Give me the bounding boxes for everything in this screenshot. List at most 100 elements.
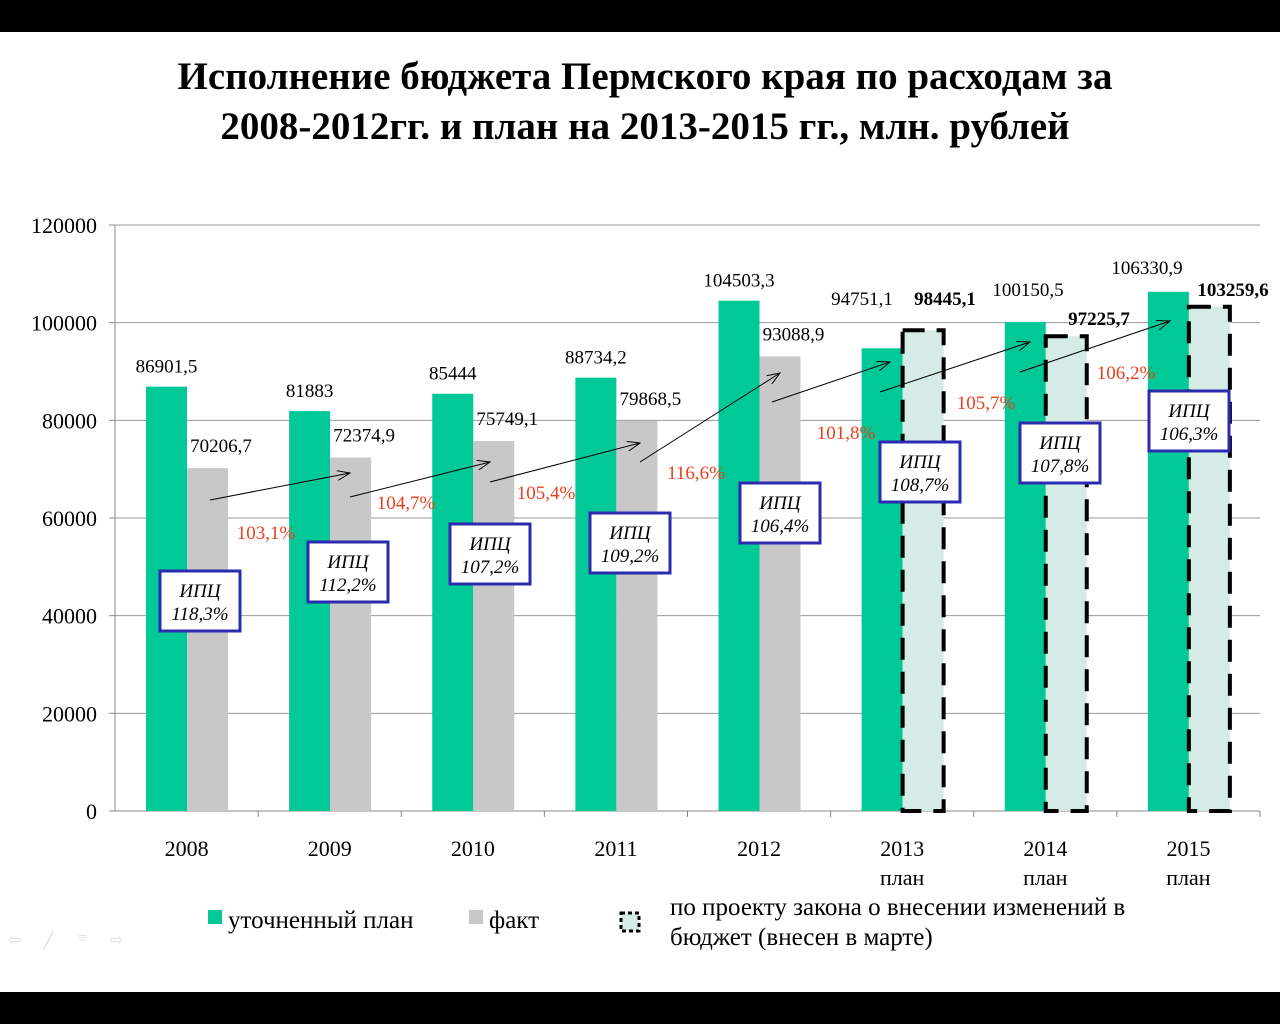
x-tick-label: 2008 bbox=[165, 836, 209, 861]
bar-plan-label: 88734,2 bbox=[565, 348, 627, 369]
growth-arrow bbox=[879, 342, 1030, 393]
growth-arrow bbox=[1019, 321, 1170, 373]
legend-label-plan: уточненный план bbox=[228, 907, 414, 934]
growth-label: 105,7% bbox=[957, 393, 1016, 414]
y-tick-label: 120000 bbox=[31, 213, 97, 238]
bar-project-label: 98445,1 bbox=[914, 289, 976, 310]
cpi-box bbox=[1147, 389, 1231, 453]
y-tick-label: 40000 bbox=[42, 604, 97, 629]
cpi-value: 106,3% bbox=[1160, 424, 1219, 445]
y-tick-label: 60000 bbox=[42, 506, 97, 531]
bar-plan bbox=[1147, 291, 1189, 812]
growth-label: 105,4% bbox=[517, 483, 576, 504]
bar-plan-label: 81883 bbox=[286, 381, 334, 402]
x-tick-label: 2015 bbox=[1166, 836, 1210, 861]
bar-fact bbox=[187, 468, 228, 811]
x-tick-label: 2013 bbox=[880, 836, 924, 861]
bar-plan-label: 86901,5 bbox=[136, 357, 198, 378]
cpi-title: ИПЦ bbox=[758, 493, 801, 514]
bar-project-label: 97225,7 bbox=[1068, 309, 1130, 330]
legend-label-fact: факт bbox=[489, 907, 539, 934]
growth-label: 106,2% bbox=[1097, 363, 1156, 384]
cpi-title: ИПЦ bbox=[898, 452, 941, 473]
x-tick-label: 2014 bbox=[1023, 836, 1067, 861]
cpi-box bbox=[448, 522, 532, 586]
chart-title: Исполнение бюджета Пермского края по рас… bbox=[0, 52, 1280, 152]
cpi-title: ИПЦ bbox=[178, 581, 221, 602]
bar-plan-label: 100150,5 bbox=[992, 280, 1063, 301]
x-tick-label: 2010 bbox=[451, 836, 495, 861]
growth-label: 116,6% bbox=[667, 463, 725, 484]
growth-label: 101,8% bbox=[817, 423, 876, 444]
y-tick-label: 100000 bbox=[31, 311, 97, 336]
cpi-value: 118,3% bbox=[171, 604, 228, 625]
bar-fact bbox=[759, 356, 801, 811]
growth-arrow bbox=[771, 362, 890, 403]
bar-plan-label: 106330,9 bbox=[1111, 258, 1182, 279]
cpi-title: ИПЦ bbox=[326, 552, 369, 573]
cpi-value: 112,2% bbox=[319, 575, 376, 596]
cpi-value: 109,2% bbox=[601, 546, 660, 567]
bar-plan bbox=[718, 300, 760, 811]
legend-swatch-project bbox=[619, 911, 641, 933]
cpi-box bbox=[1018, 421, 1102, 485]
y-tick-label: 20000 bbox=[42, 701, 97, 726]
bar-fact-label: 93088,9 bbox=[763, 324, 825, 345]
growth-arrow bbox=[349, 462, 490, 498]
growth-arrow bbox=[639, 373, 780, 463]
cpi-title: ИПЦ bbox=[468, 534, 511, 555]
bar-project bbox=[900, 328, 946, 813]
y-tick-label: 80000 bbox=[42, 408, 97, 433]
legend-label-project-line2: бюджет (внесен в марте) bbox=[670, 924, 933, 951]
cpi-title: ИПЦ bbox=[608, 523, 651, 544]
x-tick-sublabel: план bbox=[1023, 865, 1068, 890]
cpi-title: ИПЦ bbox=[1038, 433, 1081, 454]
bar-fact bbox=[330, 457, 372, 811]
bar-fact bbox=[473, 441, 515, 811]
bar-plan bbox=[432, 393, 474, 811]
x-tick-sublabel: план bbox=[1166, 865, 1211, 890]
bar-fact-label: 75749,1 bbox=[476, 409, 538, 430]
x-tick-sublabel: план bbox=[880, 865, 925, 890]
cpi-title: ИПЦ bbox=[1167, 401, 1210, 422]
legend-label-project-line1: по проекту закона о внесении изменений в bbox=[670, 894, 1125, 921]
x-tick-label: 2012 bbox=[737, 836, 781, 861]
x-tick-label: 2011 bbox=[594, 836, 637, 861]
growth-label: 103,1% bbox=[237, 523, 296, 544]
bar-plan-label: 94751,1 bbox=[831, 289, 893, 310]
slide-nav-pen-icon[interactable]: ╱ bbox=[44, 932, 54, 949]
growth-arrow bbox=[209, 473, 350, 501]
growth-label: 104,7% bbox=[377, 493, 436, 514]
bar-project-label: 103259,6 bbox=[1197, 280, 1268, 301]
cpi-box bbox=[306, 540, 390, 604]
title-line-1: Исполнение бюджета Пермского края по рас… bbox=[177, 55, 1113, 98]
bar-fact-label: 79868,5 bbox=[620, 389, 682, 410]
y-tick-label: 0 bbox=[86, 799, 97, 824]
cpi-box bbox=[588, 511, 672, 575]
bar-plan bbox=[1004, 321, 1046, 811]
cpi-value: 107,8% bbox=[1031, 456, 1090, 477]
x-tick-label: 2009 bbox=[308, 836, 352, 861]
slide-nav-menu-icon[interactable]: ≡ bbox=[78, 930, 88, 947]
bar-plan bbox=[289, 411, 331, 811]
cpi-value: 106,4% bbox=[751, 516, 810, 537]
cpi-box bbox=[738, 481, 822, 545]
slide-nav-next-icon[interactable]: ⇨ bbox=[110, 932, 124, 949]
bar-plan-label: 104503,3 bbox=[703, 271, 774, 292]
bar-fact-label: 70206,7 bbox=[190, 436, 252, 457]
legend-swatch-fact bbox=[469, 910, 483, 924]
cpi-box bbox=[158, 569, 242, 633]
bar-fact bbox=[616, 420, 658, 811]
bar-fact-label: 72374,9 bbox=[333, 426, 395, 447]
cpi-value: 107,2% bbox=[461, 557, 520, 578]
bar-plan bbox=[575, 377, 617, 811]
cpi-value: 108,7% bbox=[891, 475, 950, 496]
bar-plan-label: 85444 bbox=[429, 364, 477, 385]
legend-swatch-plan bbox=[208, 910, 222, 924]
bar-plan bbox=[861, 348, 903, 811]
growth-arrow bbox=[489, 443, 640, 483]
slide-nav-prev-icon[interactable]: ⇦ bbox=[8, 932, 22, 949]
cpi-box bbox=[878, 440, 962, 504]
bar-project bbox=[1043, 334, 1089, 813]
